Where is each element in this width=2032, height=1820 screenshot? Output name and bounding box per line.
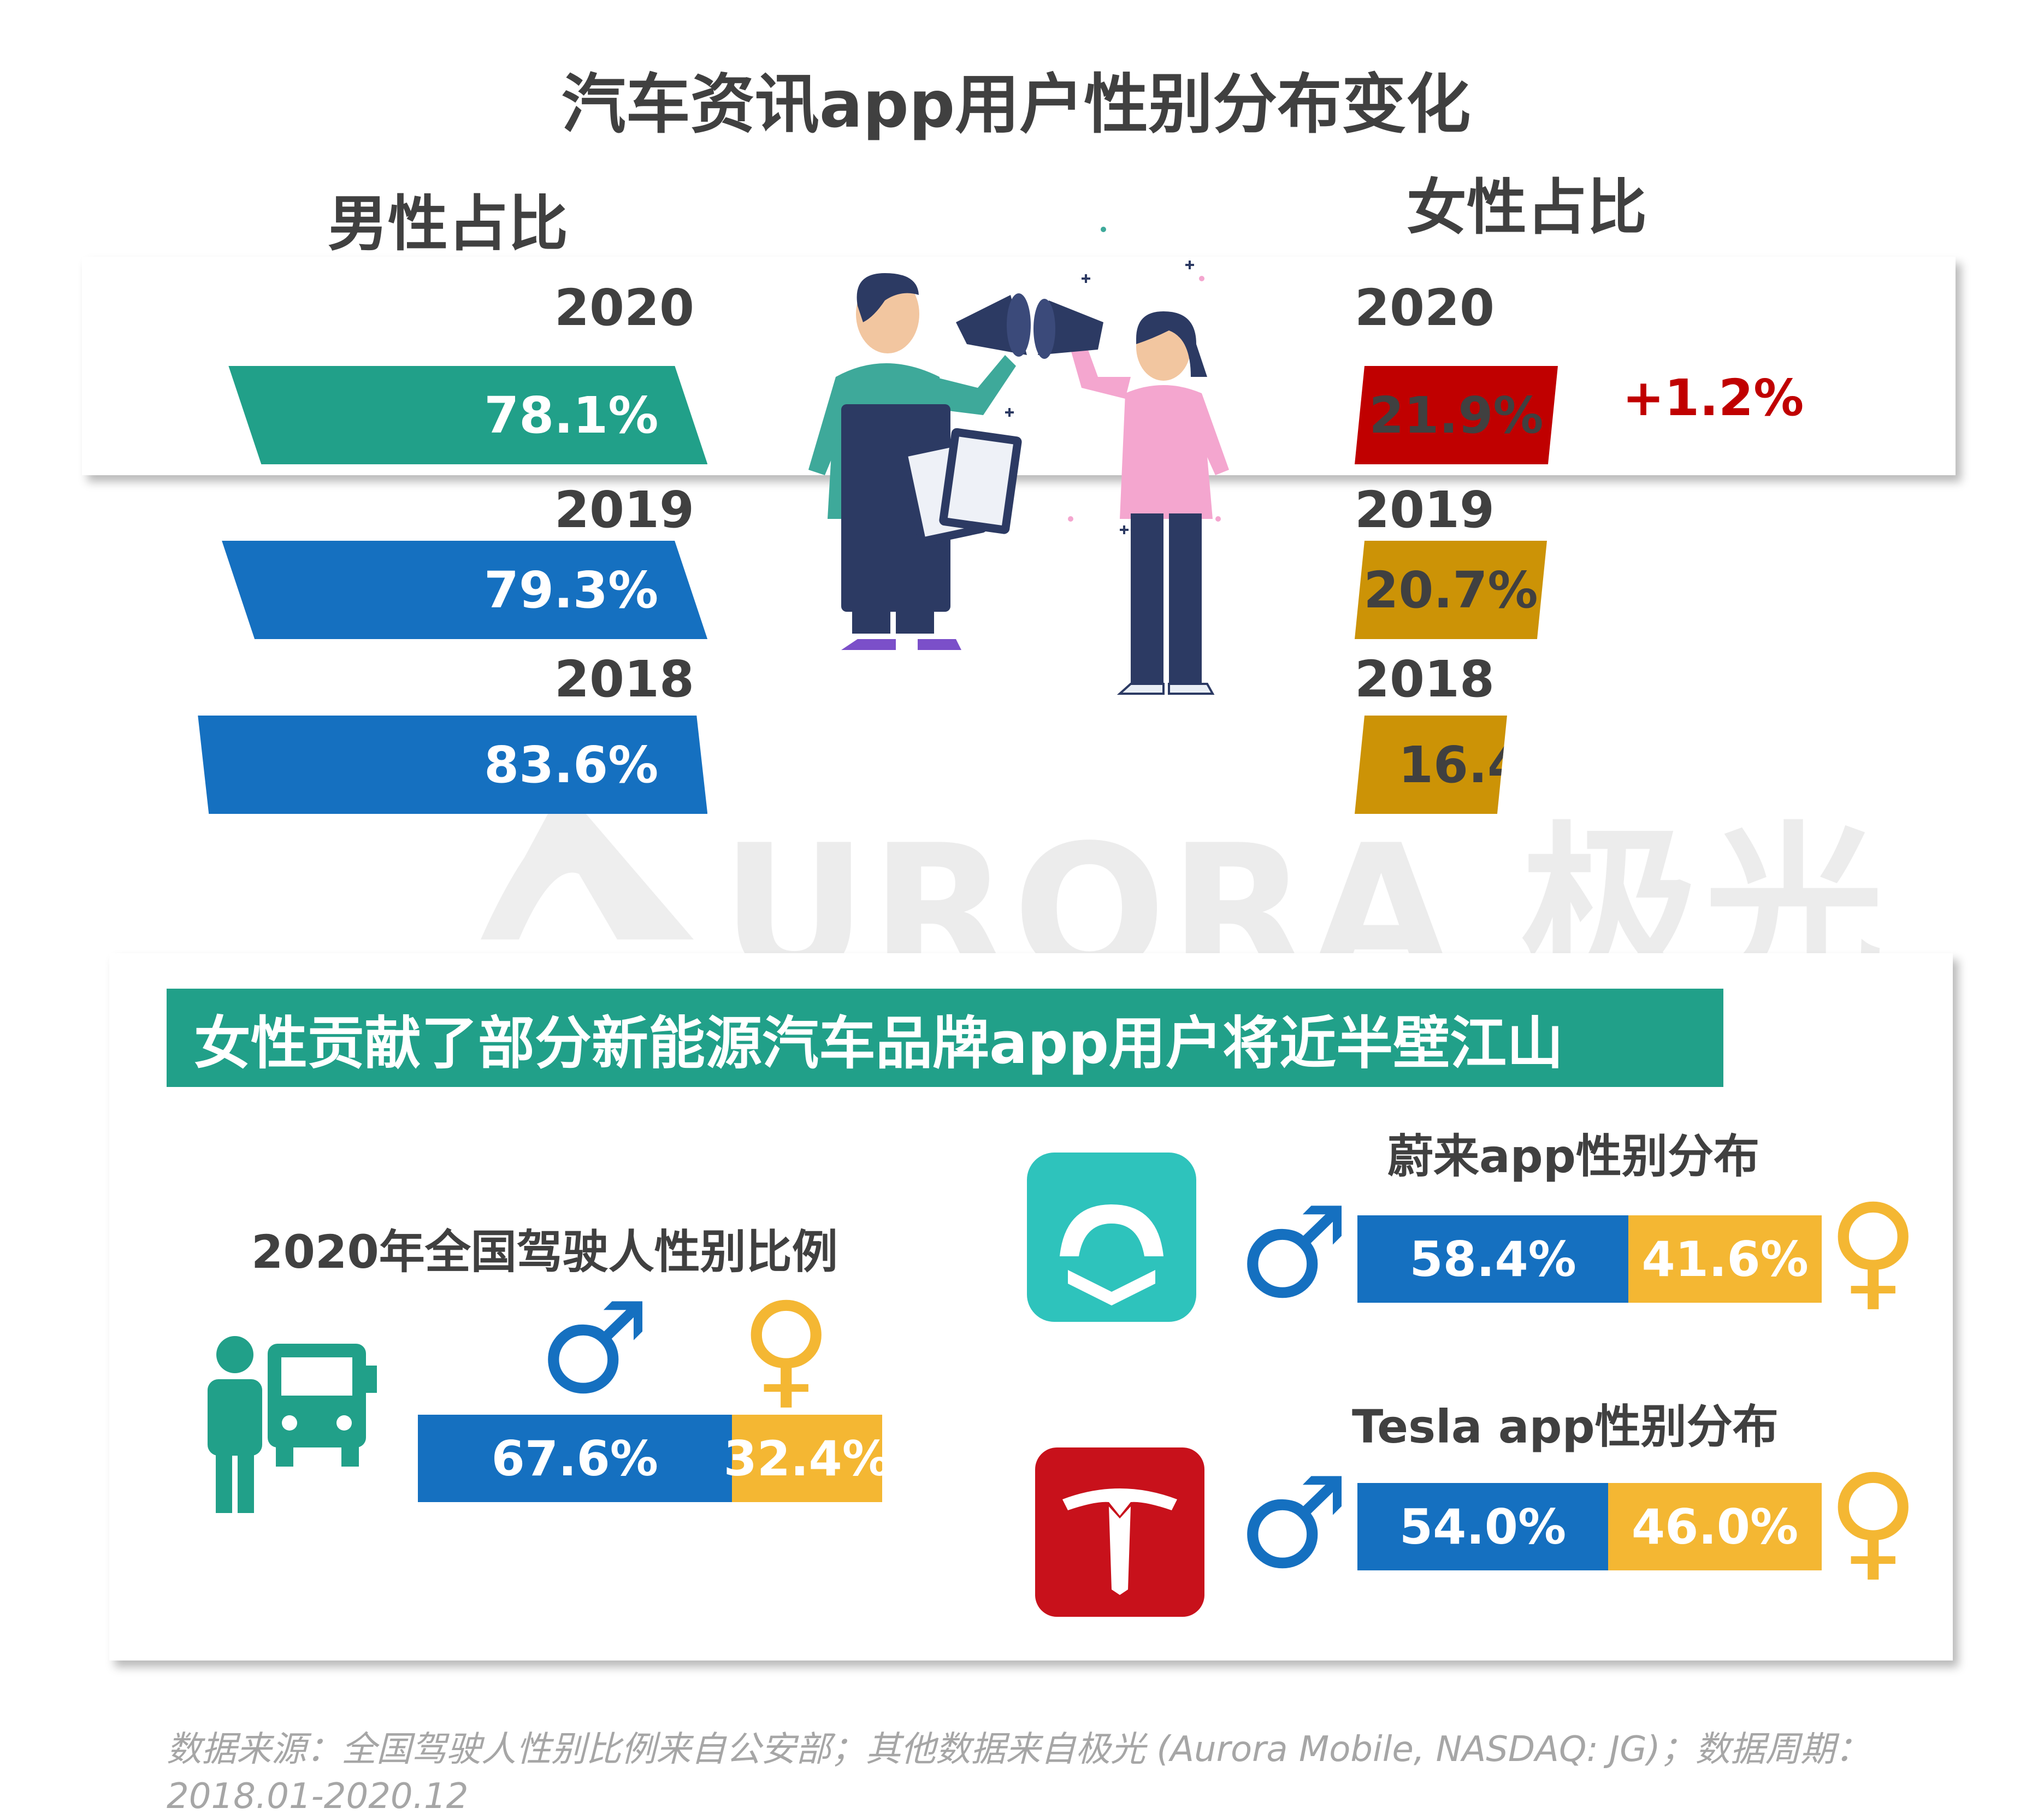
female-year-2019: 2019 xyxy=(1355,481,1495,539)
page-title: 汽车资讯app用户性别分布变化 xyxy=(561,67,1471,142)
nio-female-label: 41.6% xyxy=(1641,1231,1809,1287)
female-bar-2020: 21.9% xyxy=(1355,366,1558,464)
tesla-female-segment: 46.0% xyxy=(1608,1483,1822,1570)
aurora-logo-mark xyxy=(470,781,699,945)
tesla-male-icon: ♂ xyxy=(1237,1451,1350,1597)
nio-female-icon: ♀ xyxy=(1827,1178,1919,1323)
nio-male-label: 58.4% xyxy=(1409,1231,1576,1287)
driver-male-icon: ♂ xyxy=(538,1276,651,1422)
driver-person-bus-icon xyxy=(197,1333,377,1513)
nio-male-segment: 58.4% xyxy=(1357,1215,1629,1303)
tesla-logo xyxy=(1035,1447,1204,1617)
driver-female-label: 32.4% xyxy=(723,1430,890,1487)
source-note: 数据来源：全国驾驶人性别比例来自公安部；其他数据来自极光 (Aurora Mob… xyxy=(167,1726,1969,1820)
source-line-1: 数据来源：全国驾驶人性别比例来自公安部；其他数据来自极光 (Aurora Mob… xyxy=(167,1729,1870,1770)
male-label-2020: 78.1% xyxy=(484,386,659,445)
tesla-female-label: 46.0% xyxy=(1631,1498,1799,1555)
male-label-2019: 79.3% xyxy=(483,560,659,619)
nio-title: 蔚来app性别分布 xyxy=(1387,1130,1759,1183)
female-heading: 女性占比 xyxy=(1407,173,1647,243)
driver-male-segment: 67.6% xyxy=(418,1415,732,1502)
female-bar-2018: 16.4% xyxy=(1355,716,1507,814)
driver-stacked-bar: 67.6% 32.4% xyxy=(418,1415,890,1502)
tesla-male-label: 54.0% xyxy=(1399,1498,1567,1555)
tesla-title: Tesla app性别分布 xyxy=(1352,1400,1779,1453)
tesla-female-icon: ♀ xyxy=(1827,1448,1919,1594)
nio-male-icon: ♂ xyxy=(1237,1180,1350,1326)
male-label-2018: 83.6% xyxy=(484,735,659,794)
male-year-2020: 2020 xyxy=(554,279,695,337)
bottom-banner: 女性贡献了部分新能源汽车品牌app用户将近半壁江山 xyxy=(167,989,1723,1087)
megaphone-people-illustration xyxy=(776,213,1267,705)
female-label-2020: 21.9% xyxy=(1369,386,1544,445)
tesla-male-segment: 54.0% xyxy=(1357,1483,1608,1570)
source-line-2: 2018.01-2020.12 xyxy=(167,1776,469,1817)
female-year-2018: 2018 xyxy=(1355,650,1495,708)
male-year-2019: 2019 xyxy=(554,481,695,539)
driver-female-icon: ♀ xyxy=(740,1276,832,1422)
driver-male-label: 67.6% xyxy=(491,1430,658,1487)
driver-female-segment: 32.4% xyxy=(724,1415,890,1502)
female-year-2020: 2020 xyxy=(1355,279,1495,337)
male-year-2018: 2018 xyxy=(554,650,695,708)
change-annotation: +1.2% xyxy=(1622,369,1804,427)
female-bar-2019: 20.7% xyxy=(1355,541,1547,639)
driver-title: 2020年全国驾驶人性别比例 xyxy=(251,1225,838,1279)
male-bar-2020: 78.1% xyxy=(228,366,707,464)
male-heading: 男性占比 xyxy=(328,189,568,259)
nio-female-segment: 41.6% xyxy=(1628,1215,1822,1303)
nio-stacked-bar: 58.4% 41.6% xyxy=(1357,1215,1822,1303)
male-bar-2018: 83.6% xyxy=(198,716,707,814)
nio-logo xyxy=(1027,1153,1196,1322)
male-bar-2019: 79.3% xyxy=(222,541,707,639)
tesla-stacked-bar: 54.0% 46.0% xyxy=(1357,1483,1822,1570)
female-label-2019: 20.7% xyxy=(1363,560,1538,619)
